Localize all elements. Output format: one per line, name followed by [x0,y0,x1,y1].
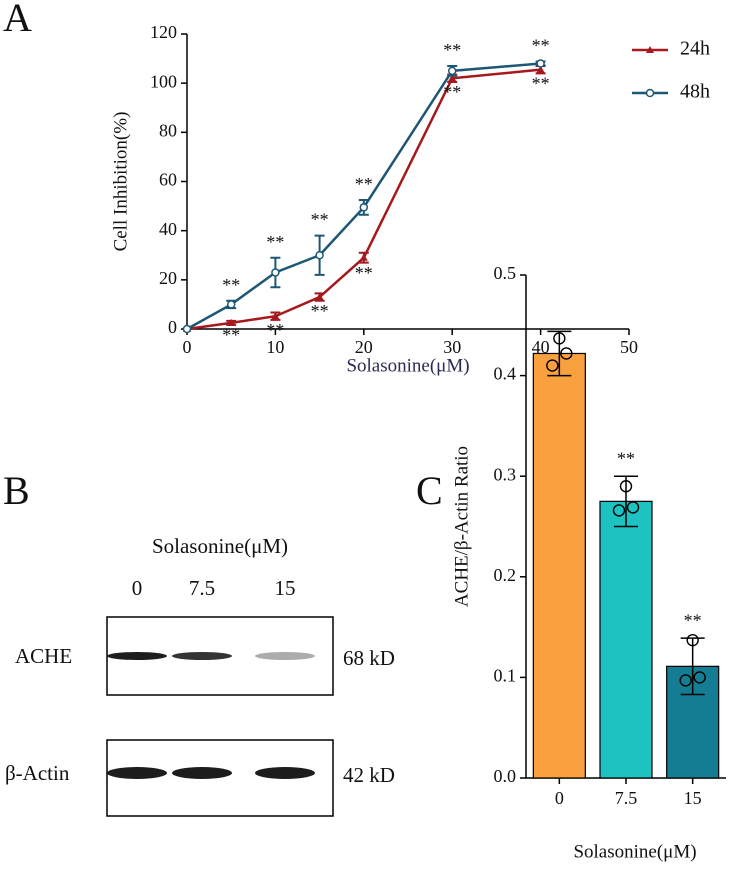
lane-label: 15 [275,576,296,600]
lane-label: 0 [132,576,143,600]
significance: ** [266,320,284,340]
x-tick-label: 0 [555,788,564,808]
legend-marker [646,46,654,53]
significance: ** [443,40,461,60]
row-label: β-Actin [5,761,70,785]
legend-marker [645,88,655,98]
y-tick-label: 0.0 [494,766,517,786]
data-point [686,633,699,647]
axis [186,34,629,330]
y-tick-label: 120 [150,22,177,42]
y-axis-label: ACHE/β-Actin Ratio [451,446,472,607]
data-point [546,359,559,372]
panel-label: C [416,468,443,513]
data-point [619,480,633,493]
marker [227,318,236,326]
band [255,652,315,660]
significance: ** [443,82,461,102]
data-point [679,674,692,687]
x-tick-label: 7.5 [615,788,638,808]
marker [182,324,192,334]
x-tick-label: 15 [684,788,702,808]
marker [271,268,280,277]
significance: ** [532,36,550,56]
significance: ** [222,325,240,345]
marker [226,300,236,309]
y-tick-label: 0.5 [494,263,517,283]
error-bar [680,637,705,696]
y-tick-label: 60 [159,170,177,190]
marker [359,253,368,261]
y-axis-label: Cell Inhibition(%) [110,112,131,252]
x-axis-label: Solasonine(μM) [346,355,469,376]
band [107,652,167,660]
y-tick-label: 100 [150,71,177,91]
band [172,652,232,660]
significance: ** [222,275,240,295]
size-label: 68 kD [343,646,395,670]
y-tick-label: 0.2 [494,565,517,585]
x-tick-label: 50 [620,337,638,357]
y-tick-label: 0.3 [494,464,517,484]
marker [536,65,545,73]
lane-label: 7.5 [189,576,215,600]
legend-label: 24h [680,38,710,60]
y-tick-label: 40 [159,219,177,239]
significance: ** [311,301,329,321]
bar [599,500,653,779]
y-tick-label: 80 [159,120,177,140]
data-point [612,504,626,517]
significance: ** [355,174,373,194]
x-tick-label: 0 [183,337,192,357]
error-bar [614,475,638,528]
legend-label: 48h [680,81,710,103]
significance: ** [617,448,635,468]
panel-label: B [3,468,30,513]
data-point [693,671,706,684]
x-tick-label: 30 [443,337,461,357]
marker [536,59,545,68]
significance: ** [684,610,702,630]
marker [448,74,457,82]
bar [532,352,586,779]
error-bar [547,330,572,377]
data-point [626,501,640,514]
y-tick-label: 0.4 [494,364,517,384]
x-tick-label: 10 [266,337,284,357]
band [107,767,167,779]
x-tick-label: 20 [355,337,373,357]
data-point [553,332,566,345]
blot-title: Solasonine(μM) [152,534,288,558]
x-tick-label: 40 [532,337,550,357]
row-label: ACHE [15,644,72,668]
data-point [560,347,573,360]
significance: ** [311,210,329,230]
marker [271,312,280,320]
significance: ** [355,263,373,283]
band [172,767,232,779]
y-tick-label: 20 [159,268,177,288]
y-tick-label: 0.1 [494,666,517,686]
size-label: 42 kD [343,763,395,787]
panel-label: A [3,0,32,40]
marker [447,66,457,76]
band [255,767,315,779]
significance: ** [532,73,550,93]
marker [359,203,369,212]
x-axis-label: Solasonine(μM) [573,841,696,862]
marker [315,293,324,301]
significance: ** [266,232,284,252]
y-tick-label: 0 [168,317,177,337]
marker [315,251,324,260]
